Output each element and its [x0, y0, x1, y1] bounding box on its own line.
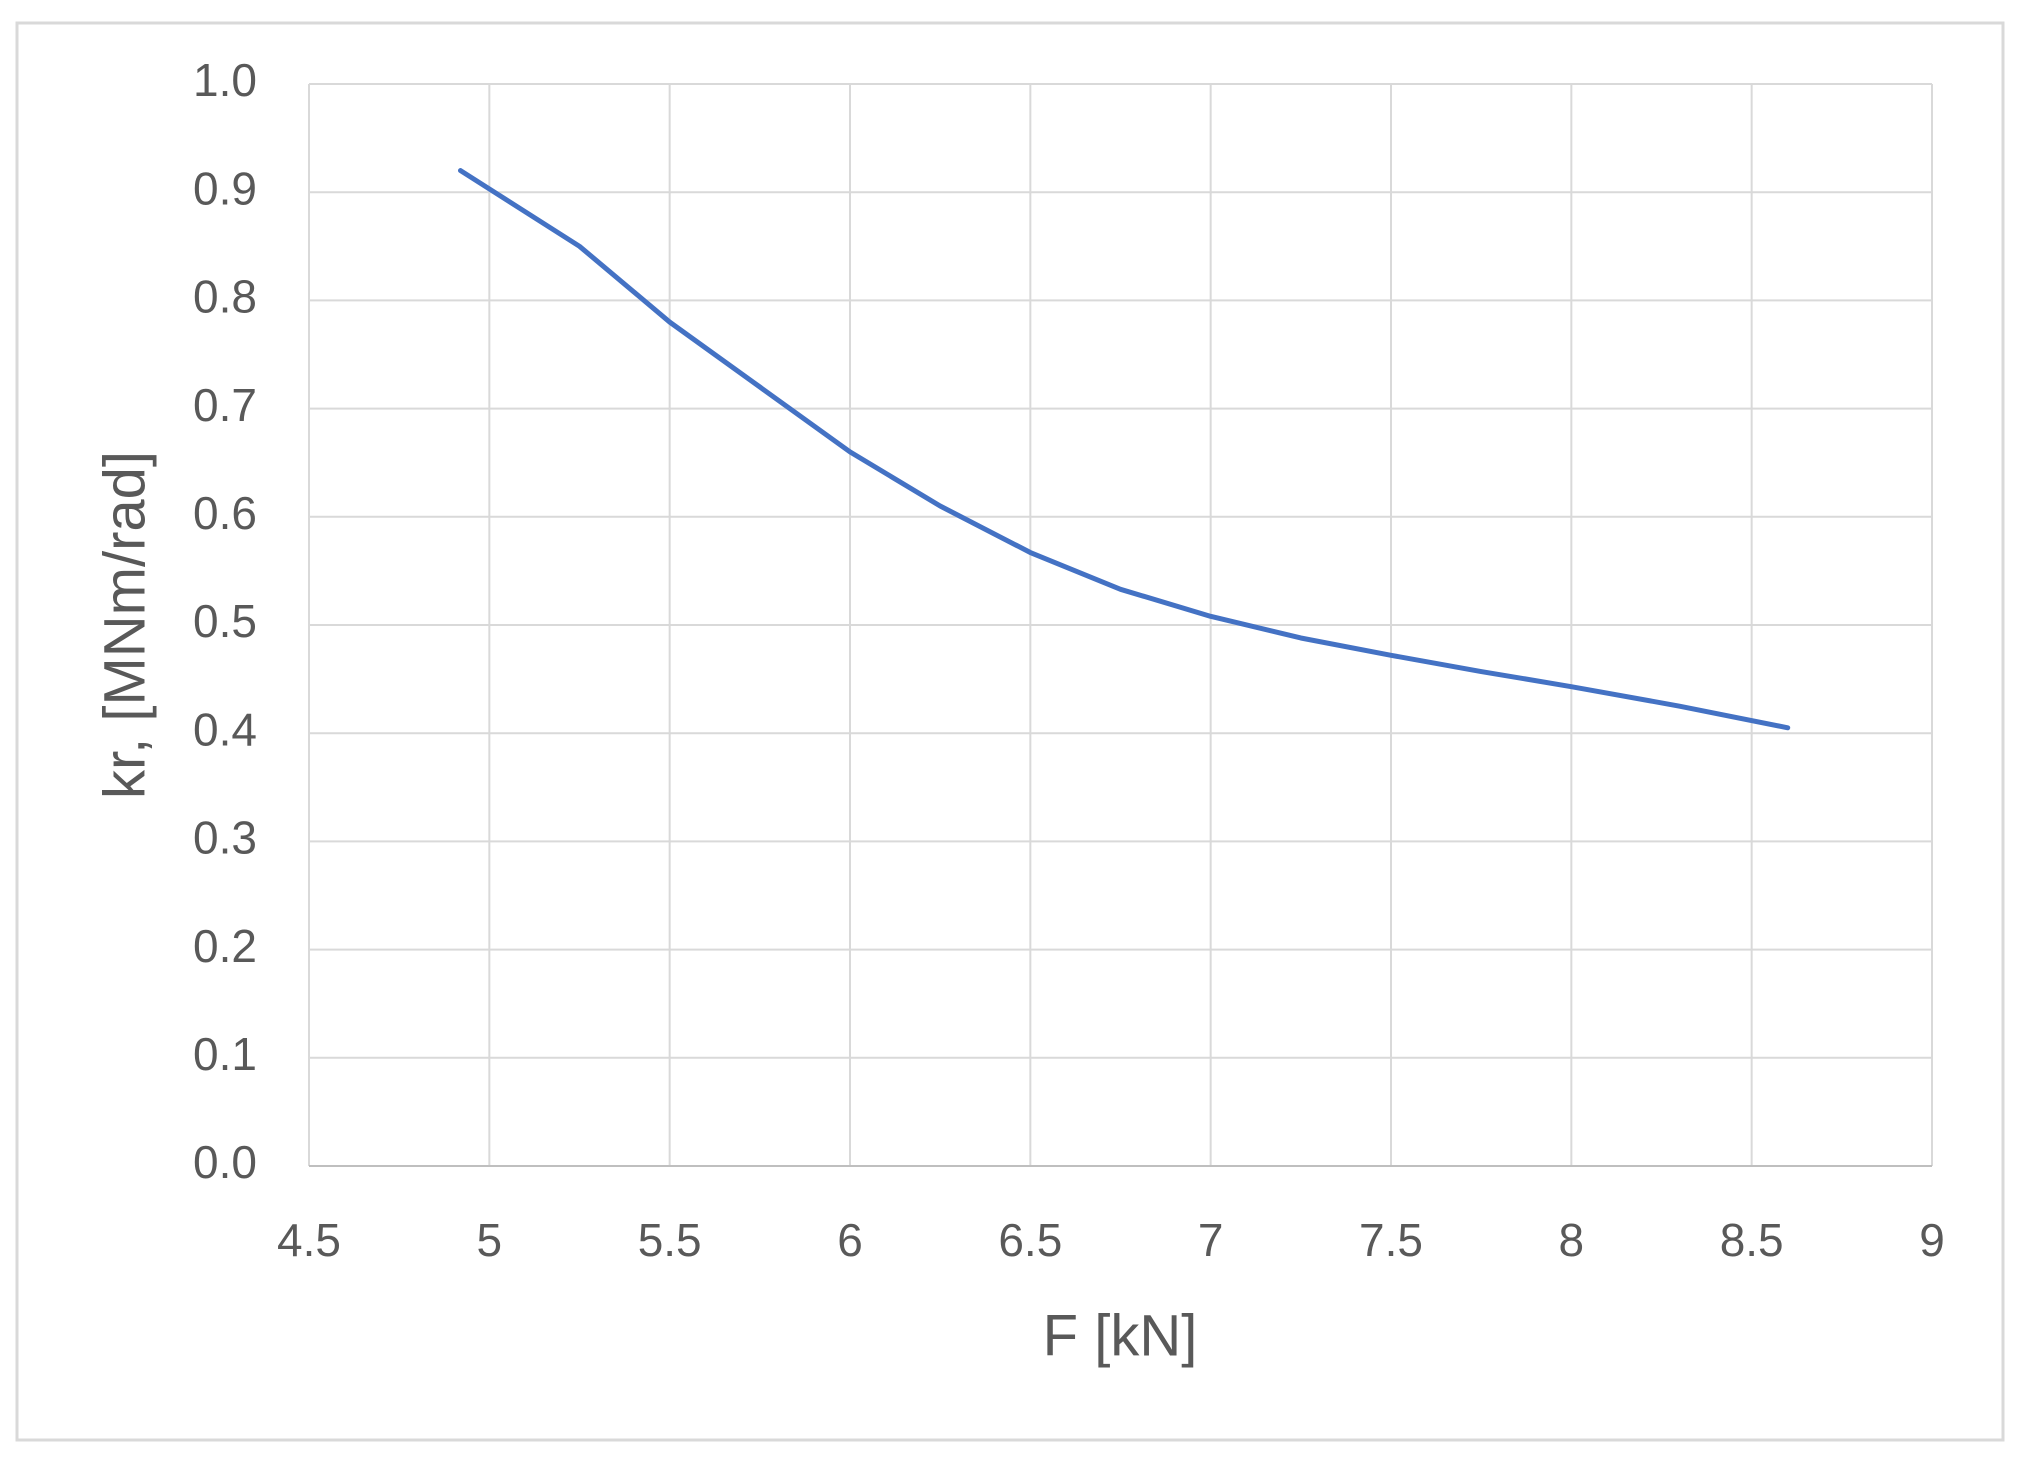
y-tick-label: 0.9 — [193, 162, 257, 214]
x-tick-label: 5.5 — [638, 1214, 702, 1266]
y-tick-label: 0.3 — [193, 812, 257, 864]
x-tick-label: 4.5 — [277, 1214, 341, 1266]
data-line — [457, 168, 1791, 731]
y-tick-label: 0.2 — [193, 920, 257, 972]
y-tick-label: 1.0 — [193, 54, 257, 106]
chart-border — [15, 21, 2005, 1442]
y-tick-label: 0.7 — [193, 379, 257, 431]
y-axis-title: kr, [MNm/rad] — [92, 451, 157, 799]
x-tick-label: 5 — [477, 1214, 503, 1266]
x-tick-label: 8 — [1559, 1214, 1585, 1266]
y-tick-label: 0.0 — [193, 1136, 257, 1188]
y-tick-label: 0.5 — [193, 595, 257, 647]
y-tick-label: 0.4 — [193, 703, 257, 755]
x-tick-label: 6 — [837, 1214, 863, 1266]
x-tick-label: 7.5 — [1359, 1214, 1423, 1266]
y-tick-label: 0.6 — [193, 487, 257, 539]
x-axis-title: F [kN] — [1043, 1303, 1198, 1368]
y-tick-label: 0.8 — [193, 271, 257, 323]
x-tick-label: 6.5 — [998, 1214, 1062, 1266]
x-tick-label: 7 — [1198, 1214, 1224, 1266]
x-tick-label: 9 — [1919, 1214, 1945, 1266]
y-tick-label: 0.1 — [193, 1028, 257, 1080]
x-tick-label: 8.5 — [1720, 1214, 1784, 1266]
